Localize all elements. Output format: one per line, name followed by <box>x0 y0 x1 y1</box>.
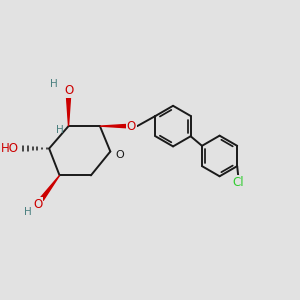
Text: O: O <box>127 120 136 133</box>
Text: O: O <box>115 150 124 161</box>
Text: O: O <box>33 198 42 211</box>
Text: H: H <box>56 125 63 135</box>
Polygon shape <box>67 98 70 126</box>
Text: H: H <box>24 207 32 217</box>
Polygon shape <box>100 124 131 128</box>
Text: HO: HO <box>1 142 19 155</box>
Text: O: O <box>64 84 73 98</box>
Text: Cl: Cl <box>233 176 244 189</box>
Text: H: H <box>50 79 58 89</box>
Polygon shape <box>40 176 60 200</box>
